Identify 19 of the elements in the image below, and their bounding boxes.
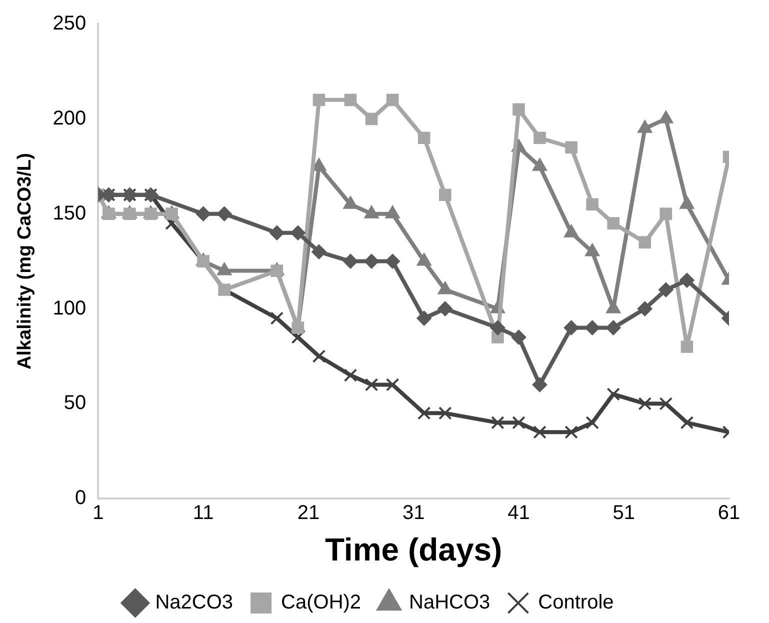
y-tick-label: 250 bbox=[52, 12, 86, 35]
x-tick-label: 31 bbox=[402, 502, 425, 524]
x-tick-label: 51 bbox=[612, 502, 635, 524]
y-axis-title: Alkalinity (mg CaCO3/L) bbox=[14, 153, 36, 370]
x-axis-title: Time (days) bbox=[324, 532, 502, 568]
legend-label: Ca(OH)2 bbox=[281, 592, 362, 614]
x-tick-label: 61 bbox=[718, 502, 740, 524]
legend-label: Controle bbox=[538, 592, 614, 614]
legend-label: NaHCO3 bbox=[409, 592, 490, 614]
y-tick-label: 200 bbox=[52, 107, 86, 130]
x-tick-label: 11 bbox=[192, 502, 214, 524]
legend-label: Na2CO3 bbox=[155, 592, 234, 614]
y-tick-label: 50 bbox=[64, 392, 86, 414]
y-tick-label: 150 bbox=[52, 202, 86, 224]
x-tick-label: 41 bbox=[508, 502, 530, 524]
y-tick-label: 0 bbox=[75, 487, 86, 510]
x-tick-label: 21 bbox=[297, 502, 320, 524]
x-tick-label: 1 bbox=[92, 502, 104, 524]
y-tick-label: 100 bbox=[52, 297, 86, 320]
